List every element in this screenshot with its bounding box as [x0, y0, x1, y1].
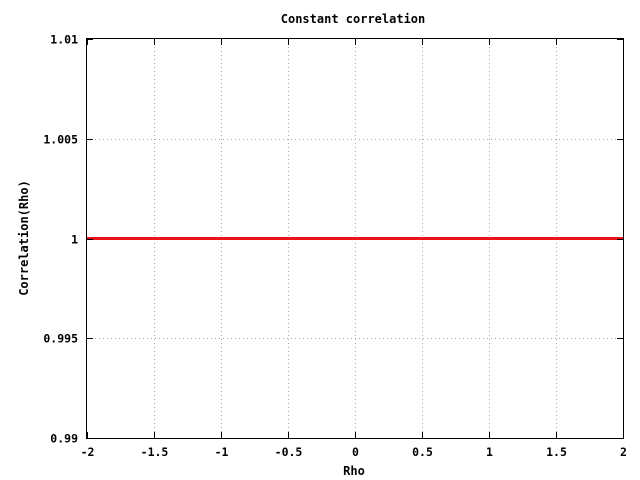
x-tick-label: 0.5 [412, 445, 433, 459]
y-tick-label: 0.99 [50, 432, 78, 446]
y-tick-label: 0.995 [43, 332, 78, 346]
x-tick-labels: -2 -1.5 -1 -0.5 0 0.5 1 1.5 2 [81, 445, 627, 459]
x-tick-label: -0.5 [275, 445, 303, 459]
x-tick-label: 1 [486, 445, 493, 459]
y-tick-labels: 0.99 0.995 1 1.005 1.01 [43, 33, 78, 446]
chart-title: Constant correlation [281, 12, 426, 26]
plot-frame [86, 38, 624, 439]
x-axis-label: Rho [343, 464, 365, 478]
x-tick-label: 1.5 [546, 445, 567, 459]
y-tick-label: 1.005 [43, 133, 78, 147]
y-tick-label: 1 [71, 233, 78, 247]
y-tick-label: 1.01 [50, 33, 78, 47]
ticks [87, 39, 624, 439]
x-tick-label: -2 [81, 445, 95, 459]
grid [87, 39, 623, 438]
x-tick-label: -1 [215, 445, 229, 459]
x-tick-label: -1.5 [141, 445, 169, 459]
x-tick-label: 2 [620, 445, 627, 459]
x-tick-label: 0 [352, 445, 359, 459]
y-axis-label: Correlation(Rho) [17, 180, 31, 296]
